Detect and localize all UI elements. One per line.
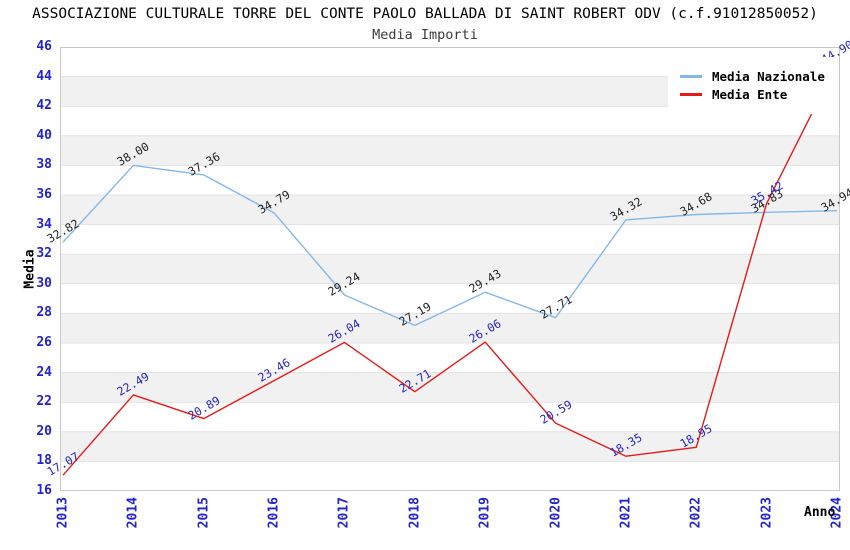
- series-line-1: [62, 62, 838, 476]
- chart-subtitle: Media Importi: [372, 27, 478, 43]
- y-tick-label: 24: [36, 364, 52, 380]
- y-tick-label: 46: [36, 39, 52, 54]
- x-tick-label: 2023: [759, 497, 775, 529]
- x-tick-label: 2021: [618, 497, 634, 529]
- y-tick-label: 16: [36, 483, 52, 498]
- legend-label: Media Ente: [712, 87, 788, 102]
- y-tick-label: 28: [36, 305, 52, 321]
- legend: Media Nazionale Media Ente: [668, 57, 839, 114]
- series-line-0: [62, 164, 838, 327]
- grid-band: [60, 431, 840, 462]
- legend-item: Media Nazionale: [680, 69, 825, 84]
- grid-band: [60, 195, 840, 225]
- y-tick-label: 30: [36, 275, 52, 291]
- y-tick-label: 40: [36, 127, 52, 143]
- grid-band: [60, 254, 840, 284]
- y-tick-label: 44: [36, 68, 52, 84]
- y-tick-label: 20: [36, 423, 52, 439]
- x-tick-label: 2022: [688, 497, 704, 529]
- y-tick-label: 36: [36, 187, 52, 202]
- x-tick-label: 2017: [336, 497, 352, 529]
- grid-band: [60, 135, 840, 166]
- y-axis-title: Media: [22, 249, 38, 289]
- legend-label: Media Nazionale: [712, 69, 825, 84]
- y-tick-label: 22: [36, 394, 52, 410]
- legend-swatch-icon: [680, 93, 702, 96]
- x-tick-label: 2013: [55, 497, 71, 529]
- x-tick-label: 2018: [407, 497, 423, 529]
- grid-band: [60, 313, 840, 343]
- x-tick-label: 2016: [266, 497, 282, 529]
- y-tick-label: 26: [36, 335, 52, 350]
- chart-title: ASSOCIAZIONE CULTURALE TORRE DEL CONTE P…: [32, 6, 818, 22]
- x-tick-label: 2019: [477, 497, 493, 529]
- x-tick-label: 2015: [196, 497, 212, 529]
- y-tick-label: 38: [36, 157, 52, 173]
- x-tick-label: 2014: [125, 497, 141, 529]
- y-tick-label: 32: [36, 246, 52, 262]
- legend-swatch-icon: [680, 75, 702, 78]
- x-tick-label: 2020: [548, 497, 564, 529]
- y-tick-label: 18: [36, 453, 52, 469]
- y-tick-label: 42: [36, 98, 52, 114]
- plot-border: [60, 47, 840, 491]
- y-tick-label: 34: [36, 216, 52, 232]
- legend-item: Media Ente: [680, 87, 825, 102]
- grid-band: [60, 372, 840, 403]
- x-axis-title: Anno: [804, 505, 836, 520]
